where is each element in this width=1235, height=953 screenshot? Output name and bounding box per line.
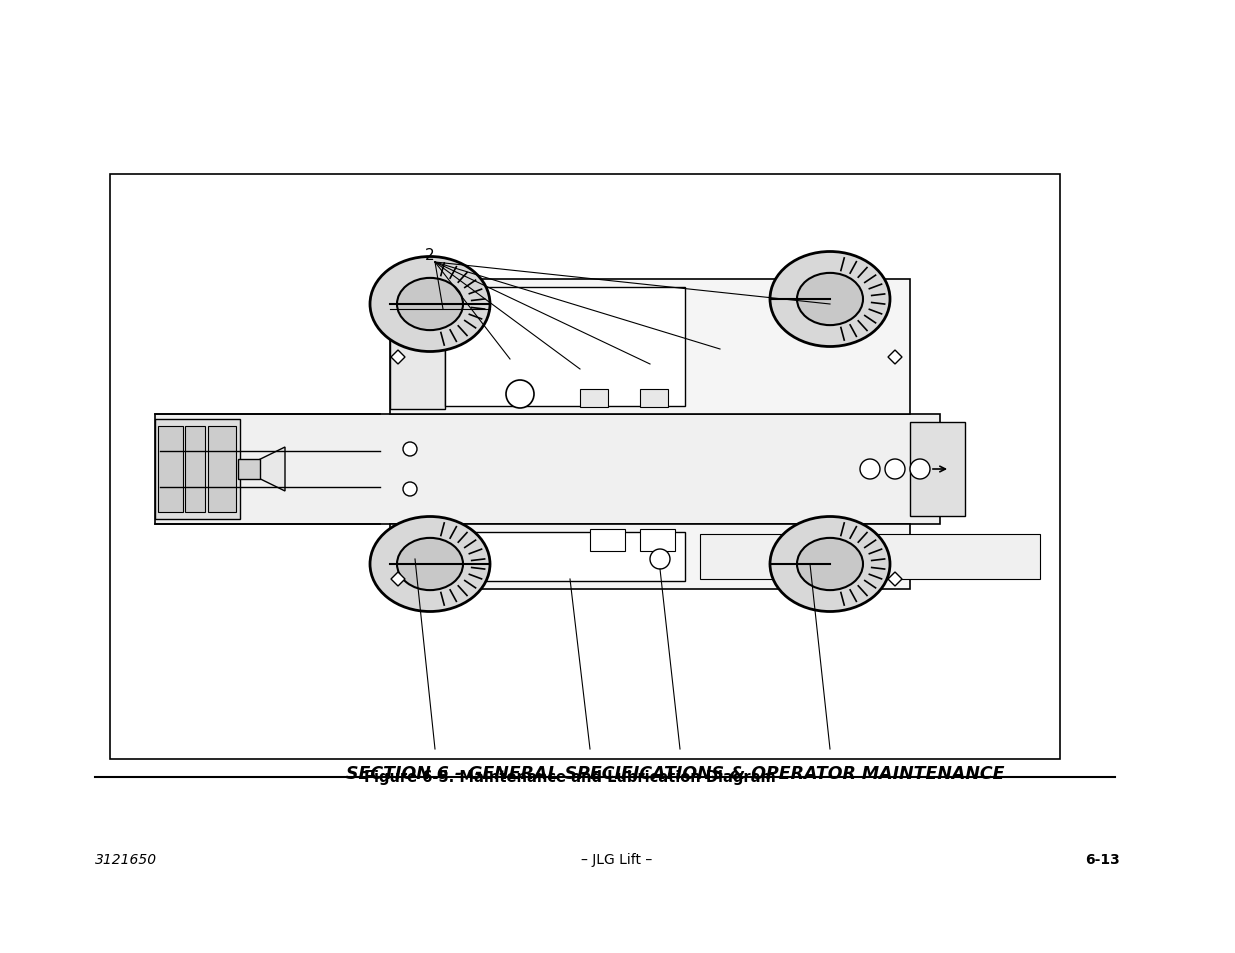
Ellipse shape [769,253,890,347]
Bar [390,285,445,410]
Bar [390,280,910,415]
Circle shape [910,459,930,479]
Text: SECTION 6 - GENERAL SPECIFICATIONS & OPERATOR MAINTENANCE: SECTION 6 - GENERAL SPECIFICATIONS & OPE… [347,764,1005,782]
Circle shape [403,482,417,497]
Bar [910,422,965,517]
Text: Figure 6-5. Maintenance and Lubrication Diagram: Figure 6-5. Maintenance and Lubrication … [364,769,776,784]
Circle shape [650,550,671,569]
Ellipse shape [797,538,863,591]
Bar [445,288,685,407]
Circle shape [860,459,881,479]
Text: 6-13: 6-13 [1086,852,1120,866]
Ellipse shape [797,274,863,326]
Bar [110,174,1060,760]
Text: 2: 2 [425,247,435,262]
Bar [158,427,183,513]
Bar [156,419,240,519]
Bar [700,535,1040,579]
Bar [207,427,236,513]
Text: 3121650: 3121650 [95,852,157,866]
Ellipse shape [769,517,890,612]
Polygon shape [240,448,285,492]
Bar [590,530,625,552]
Bar [640,530,676,552]
Ellipse shape [396,278,463,331]
Circle shape [885,459,905,479]
Bar [390,524,910,589]
Polygon shape [391,351,405,365]
Ellipse shape [396,538,463,591]
Circle shape [403,442,417,456]
Bar [580,390,608,408]
Polygon shape [888,573,902,586]
Bar [238,459,261,479]
Circle shape [506,380,534,409]
Polygon shape [391,573,405,586]
Text: – JLG Lift –: – JLG Lift – [582,852,652,866]
Bar [390,530,445,584]
Bar [640,390,668,408]
Ellipse shape [370,517,490,612]
Bar [185,427,205,513]
Bar [156,415,940,524]
Ellipse shape [370,257,490,352]
Polygon shape [888,351,902,365]
Bar [445,533,685,581]
